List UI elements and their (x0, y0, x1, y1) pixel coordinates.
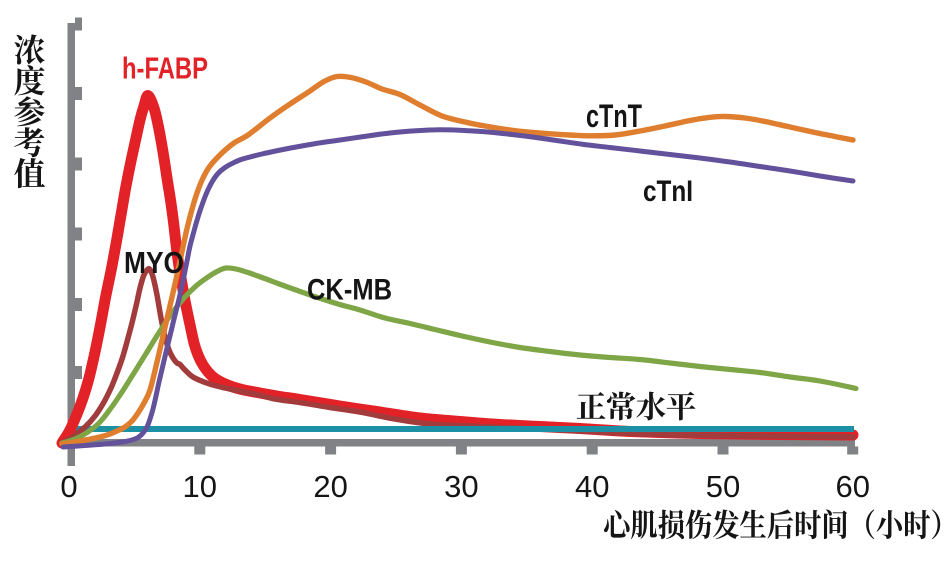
svg-text:10: 10 (183, 469, 217, 504)
svg-text:20: 20 (313, 469, 347, 504)
svg-text:CK-MB: CK-MB (307, 274, 392, 307)
svg-text:MYO: MYO (124, 245, 184, 280)
svg-text:30: 30 (444, 469, 478, 504)
svg-text:cTnI: cTnI (643, 175, 693, 208)
svg-text:50: 50 (706, 469, 740, 504)
svg-text:cTnT: cTnT (586, 98, 642, 134)
svg-text:h-FABP: h-FABP (122, 51, 208, 86)
svg-text:60: 60 (835, 469, 869, 504)
svg-text:0: 0 (60, 469, 77, 504)
svg-text:40: 40 (575, 469, 609, 504)
